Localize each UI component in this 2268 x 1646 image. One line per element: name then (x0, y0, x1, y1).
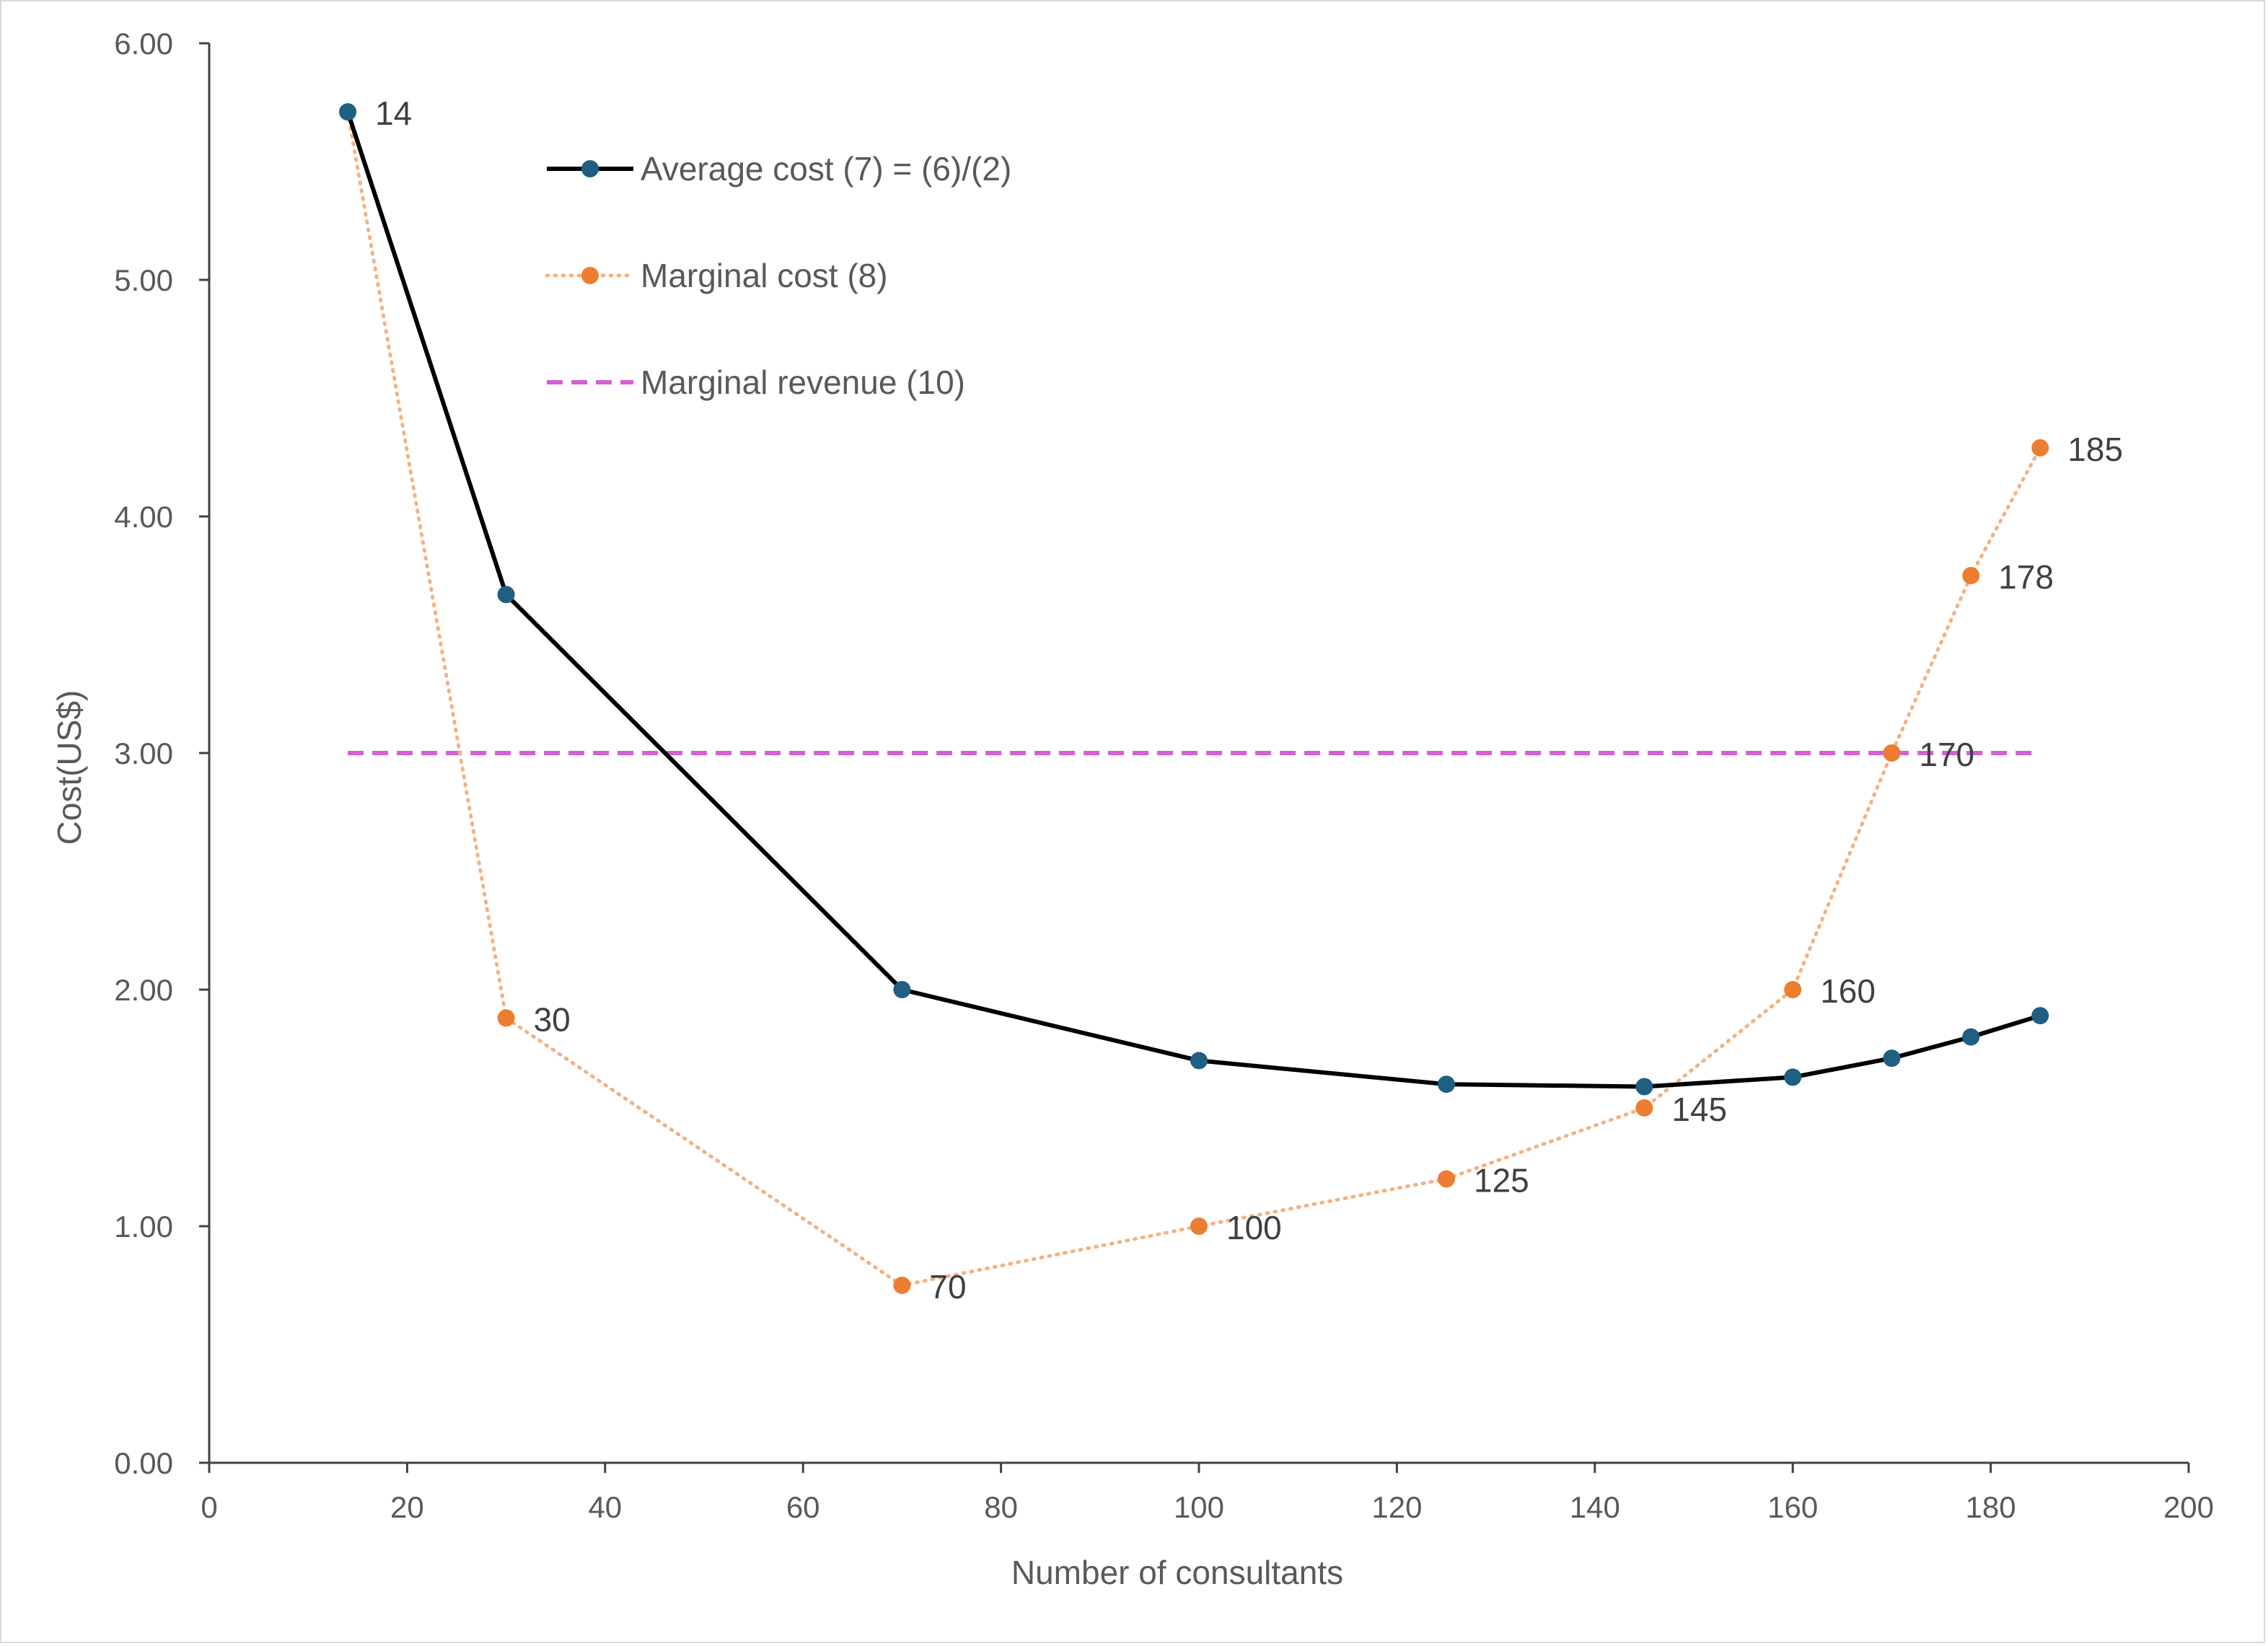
legend-label: Marginal revenue (10) (641, 364, 965, 401)
data-point (1438, 1075, 1455, 1093)
y-tick-label: 5.00 (114, 263, 173, 297)
data-label: 30 (534, 1000, 571, 1038)
plot-area (339, 103, 2049, 1294)
data-point (1962, 567, 1980, 584)
data-point (2031, 439, 2049, 457)
legend-marker (581, 160, 599, 177)
y-tick-label: 0.00 (114, 1446, 173, 1480)
legend-item-marginal-cost: Marginal cost (8) (545, 257, 888, 294)
data-label: 125 (1474, 1161, 1529, 1199)
series-marginal-cost (339, 103, 2049, 1294)
data-label: 170 (1919, 736, 1974, 773)
data-point (893, 981, 911, 998)
data-point (1784, 1068, 1802, 1086)
data-point (1635, 1078, 1653, 1096)
x-tick-label: 0 (201, 1490, 217, 1524)
data-label: 160 (1820, 972, 1876, 1010)
x-tick-label: 100 (1174, 1490, 1224, 1524)
x-tick-label: 120 (1371, 1490, 1422, 1524)
series-average-cost (339, 103, 2049, 1096)
data-point (1190, 1218, 1208, 1235)
data-point (339, 103, 357, 121)
data-label: 185 (2067, 431, 2123, 468)
x-tick-label: 200 (2163, 1490, 2214, 1524)
data-label: 145 (1671, 1091, 1727, 1128)
data-point (893, 1277, 911, 1294)
x-tick-label: 60 (786, 1490, 820, 1524)
x-tick-label: 180 (1966, 1490, 2016, 1524)
data-point (497, 1009, 515, 1027)
legend-marker (581, 267, 599, 284)
y-tick-label: 4.00 (114, 500, 173, 534)
legend-item-marginal-revenue: Marginal revenue (10) (547, 364, 965, 401)
x-tick-label: 140 (1570, 1490, 1620, 1524)
legend-item-average-cost: Average cost (7) = (6)/(2) (547, 150, 1011, 188)
x-tick-label: 40 (588, 1490, 622, 1524)
data-point (1883, 744, 1901, 762)
data-point (2031, 1007, 2049, 1025)
legend-label: Marginal cost (8) (641, 257, 888, 294)
legend-label: Average cost (7) = (6)/(2) (641, 150, 1011, 188)
data-label: 14 (375, 94, 412, 132)
data-label: 70 (929, 1268, 966, 1306)
y-tick-label: 6.00 (114, 27, 173, 61)
axes: 0 20 40 60 80 100 120 140 160 180 200 0.00 1.00 2.00 3… (114, 27, 2214, 1524)
x-tick-label: 80 (984, 1490, 1018, 1524)
legend: Average cost (7) = (6)/(2) Marginal cost … (545, 150, 1011, 401)
data-point (1883, 1049, 1901, 1068)
data-point (1190, 1052, 1208, 1070)
x-tick-label: 20 (390, 1490, 424, 1524)
x-axis-title: Number of consultants (1011, 1554, 1343, 1591)
data-point (497, 586, 515, 604)
data-label: 100 (1226, 1209, 1282, 1246)
x-tick-label: 160 (1767, 1490, 1818, 1524)
data-point (1635, 1099, 1653, 1117)
data-labels: 14 30 70 100 125 145 160 170 178 185 (375, 94, 2123, 1306)
y-tick-label: 2.00 (114, 973, 173, 1007)
data-point (1438, 1170, 1455, 1188)
series-line (346, 111, 2041, 1089)
y-tick-label: 3.00 (114, 736, 173, 770)
y-axis-title: Cost(US$) (50, 690, 88, 845)
series-line (346, 110, 2042, 1288)
data-point (1784, 981, 1802, 998)
data-label: 178 (1998, 558, 2054, 596)
y-tick-label: 1.00 (114, 1210, 173, 1244)
data-point (1962, 1028, 1980, 1046)
